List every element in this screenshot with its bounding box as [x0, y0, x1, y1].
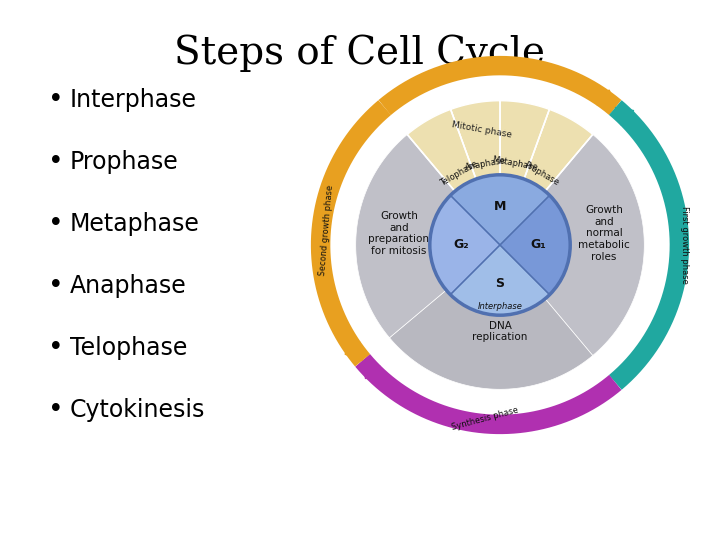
Text: •: • [48, 149, 63, 175]
Text: Steps of Cell Cycle: Steps of Cell Cycle [174, 35, 546, 73]
Text: Mitotic phase: Mitotic phase [451, 120, 513, 139]
Polygon shape [616, 107, 634, 125]
Text: Interphase: Interphase [70, 88, 197, 112]
Polygon shape [500, 100, 549, 245]
Text: DNA
replication: DNA replication [472, 321, 528, 342]
Polygon shape [430, 195, 500, 295]
Polygon shape [500, 110, 593, 245]
Text: Prophase: Prophase [70, 150, 179, 174]
Text: G₁: G₁ [531, 239, 546, 252]
Text: Anaphase: Anaphase [70, 274, 186, 298]
Polygon shape [451, 245, 549, 315]
Text: G₂: G₂ [454, 239, 469, 252]
Text: S: S [495, 277, 505, 290]
Polygon shape [500, 134, 644, 355]
Text: •: • [48, 397, 63, 423]
Text: Interphase: Interphase [477, 302, 523, 311]
Polygon shape [363, 360, 380, 379]
Text: Telophase: Telophase [70, 336, 187, 360]
Text: •: • [48, 335, 63, 361]
Text: •: • [48, 211, 63, 237]
Text: •: • [48, 273, 63, 299]
Polygon shape [451, 100, 500, 245]
Text: •: • [48, 87, 63, 113]
Text: Synthesis phase: Synthesis phase [451, 406, 519, 432]
Polygon shape [451, 175, 549, 245]
Text: Prophase: Prophase [522, 160, 560, 187]
Text: Metaphase: Metaphase [490, 156, 538, 172]
Polygon shape [500, 195, 570, 295]
Polygon shape [356, 134, 500, 338]
Text: First growth phase: First growth phase [680, 206, 689, 284]
Circle shape [356, 100, 644, 389]
Polygon shape [345, 342, 363, 360]
Polygon shape [390, 245, 593, 389]
Text: Second growth phase: Second growth phase [318, 184, 335, 275]
Text: Telophase: Telophase [438, 159, 480, 188]
Text: Metaphase: Metaphase [70, 212, 200, 236]
Text: Growth
and
preparation
for mitosis: Growth and preparation for mitosis [369, 211, 430, 256]
Polygon shape [408, 110, 500, 245]
Text: Cytokinesis: Cytokinesis [70, 398, 205, 422]
Text: Growth
and
normal
metabolic
roles: Growth and normal metabolic roles [578, 205, 630, 262]
Text: M: M [494, 200, 506, 213]
Text: Anaphase: Anaphase [464, 156, 507, 172]
Polygon shape [597, 90, 616, 107]
